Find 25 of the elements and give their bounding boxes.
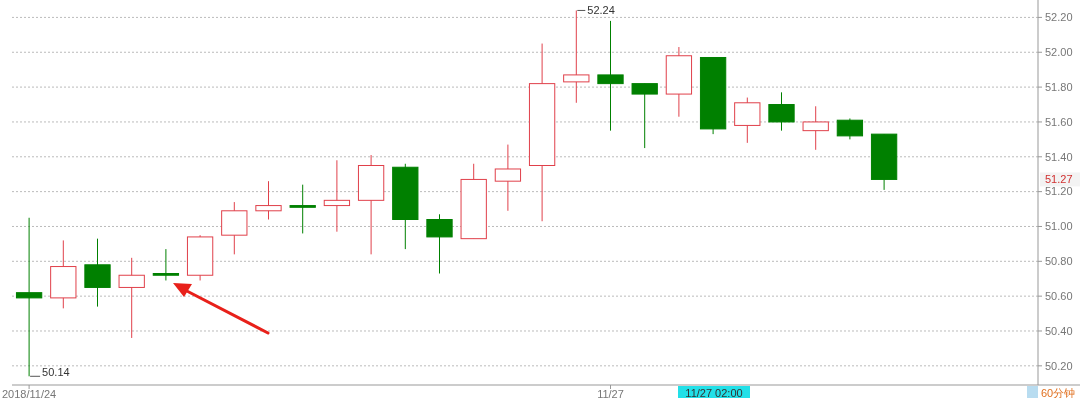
y-tick-label: 50.20 (1045, 359, 1073, 372)
candlestick (323, 159, 351, 233)
text: 11/27 02:00 (685, 386, 743, 398)
candlestick (597, 20, 624, 132)
y-tick-label: 51.60 (1045, 115, 1073, 128)
y-tick-label: 52.20 (1045, 11, 1073, 24)
candlestick (289, 184, 316, 234)
annotation: 50.14 (42, 366, 70, 379)
x-tick-label: 11/27 (597, 387, 624, 398)
candlestick (255, 180, 282, 220)
y-tick-label: 52.00 (1045, 46, 1073, 59)
y-tick-label: 51.20 (1045, 185, 1073, 198)
y-tick-label: 51.40 (1045, 150, 1073, 163)
candlestick (152, 248, 180, 281)
y-tick-label: 50.80 (1045, 255, 1073, 268)
text: 60分钟 (1041, 386, 1076, 398)
y-tick-label: 50.40 (1045, 324, 1073, 337)
candlestick (563, 9, 590, 104)
y-tick-label: 51.00 (1045, 220, 1073, 233)
candlestick (15, 217, 43, 377)
annotation: 52.24 (587, 4, 615, 17)
x-tick-label: 2018/11/24 (1, 387, 57, 398)
y-tick-label: 50.60 (1045, 290, 1073, 302)
y-tick-label: 51.80 (1045, 80, 1073, 93)
text: 51.27 (1045, 173, 1073, 186)
